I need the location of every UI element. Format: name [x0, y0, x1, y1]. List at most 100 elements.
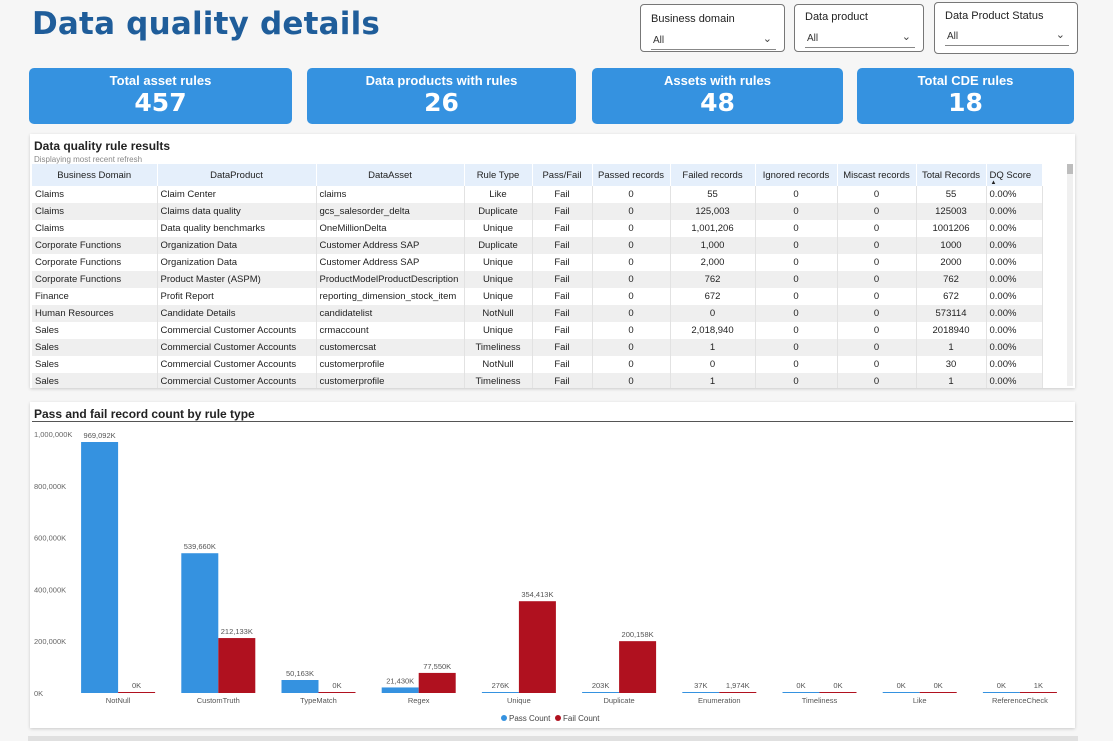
kpi-value: 48 — [700, 88, 735, 117]
slicer-label: Data product — [805, 11, 868, 23]
pass-count-bar — [281, 680, 319, 693]
column-header[interactable]: Total Records — [916, 164, 987, 186]
rule-results-table-panel: Data quality rule results Displaying mos… — [30, 134, 1075, 388]
table-cell: Fail — [532, 271, 593, 288]
table-row[interactable]: Sales Commercial Customer Accounts custome… — [32, 356, 1043, 373]
table-row[interactable]: Finance Profit Report reporting_dimension_… — [32, 288, 1043, 305]
table-row[interactable]: Claims Data quality benchmarks OneMillionD… — [32, 220, 1043, 237]
dropdown-value: All — [807, 33, 819, 44]
table-cell: 672 — [670, 288, 756, 305]
sort-ascending-icon: ▲ — [990, 180, 997, 186]
table-scroll-area[interactable]: Business Domain DataProduct DataAsset Rule … — [32, 164, 1068, 388]
table-cell: Claims data quality — [157, 203, 317, 220]
table-cell: Unique — [464, 271, 533, 288]
table-row[interactable]: Sales Commercial Customer Accounts crmacco… — [32, 322, 1043, 339]
table-cell: Timeliness — [464, 339, 533, 356]
table-cell: 0 — [837, 203, 917, 220]
table-cell: 0.00% — [986, 339, 1043, 356]
table-cell: Fail — [532, 339, 593, 356]
chevron-down-icon: ⌄ — [1055, 29, 1065, 41]
fail-count-legend-marker — [555, 715, 561, 721]
table-cell: 0.00% — [986, 356, 1043, 373]
column-header[interactable]: Business Domain — [32, 164, 158, 186]
table-cell: 0 — [755, 237, 838, 254]
table-cell: Profit Report — [157, 288, 317, 305]
x-tick-label: Like — [913, 696, 927, 705]
table-cell: 30 — [916, 356, 987, 373]
table-cell: Claims — [32, 203, 158, 220]
data-label: 50,163K — [286, 669, 314, 678]
table-cell: Human Resources — [32, 305, 158, 322]
data-label: 212,133K — [221, 627, 253, 636]
data-product-dropdown[interactable]: All ⌄ — [805, 28, 915, 48]
table-cell: customerprofile — [316, 373, 465, 388]
dropdown-value: All — [653, 35, 665, 46]
table-row[interactable]: Human Resources Candidate Details candidat… — [32, 305, 1043, 322]
table-cell: Corporate Functions — [32, 237, 158, 254]
table-cell: 0 — [592, 254, 671, 271]
fail-count-bar — [719, 692, 757, 693]
fail-count-bar — [819, 692, 857, 693]
kpi-total-cde-rules: Total CDE rules 18 — [857, 68, 1074, 124]
column-header[interactable]: Passed records — [592, 164, 671, 186]
kpi-value: 457 — [134, 88, 187, 117]
table-cell: Claim Center — [157, 186, 317, 203]
table-cell: 0 — [670, 305, 756, 322]
kpi-assets-with-rules: Assets with rules 48 — [592, 68, 843, 124]
table-cell: Unique — [464, 254, 533, 271]
data-label: 0K — [997, 681, 1006, 690]
scrollbar-thumb[interactable] — [1067, 164, 1073, 174]
table-cell: Fail — [532, 305, 593, 322]
table-row[interactable]: Claims Claim Center claims Like Fail 0 55 0 0 55 0… — [32, 186, 1043, 203]
column-header[interactable]: Miscast records — [837, 164, 917, 186]
column-header[interactable]: Ignored records — [755, 164, 838, 186]
column-header[interactable]: Pass/Fail — [532, 164, 593, 186]
column-header[interactable]: DataAsset — [316, 164, 465, 186]
title-divider — [32, 421, 1073, 422]
y-tick-label: 800,000K — [34, 482, 66, 491]
column-header[interactable]: Failed records — [670, 164, 756, 186]
business-domain-dropdown[interactable]: All ⌄ — [651, 30, 776, 50]
table-row[interactable]: Corporate Functions Product Master (ASPM)… — [32, 271, 1043, 288]
table-row[interactable]: Sales Commercial Customer Accounts custome… — [32, 339, 1043, 356]
column-header[interactable]: DQ Score ▲ — [986, 164, 1043, 186]
data-product-status-slicer: Data Product Status All ⌄ — [934, 2, 1078, 54]
kpi-label: Assets with rules — [664, 73, 771, 88]
page-scrollbar[interactable] — [28, 736, 1078, 741]
table-cell: Data quality benchmarks — [157, 220, 317, 237]
fail-count-bar — [619, 641, 657, 693]
chart-title: Pass and fail record count by rule type — [34, 407, 255, 421]
fail-count-bar — [118, 692, 156, 693]
table-cell: Sales — [32, 356, 158, 373]
table-cell: 0 — [755, 356, 838, 373]
data-label: 354,413K — [521, 590, 553, 599]
column-header[interactable]: Rule Type — [464, 164, 533, 186]
table-cell: Claims — [32, 186, 158, 203]
table-cell: 0.00% — [986, 254, 1043, 271]
table-cell: 0 — [755, 322, 838, 339]
table-cell: 1 — [916, 339, 987, 356]
kpi-data-products-with-rules: Data products with rules 26 — [307, 68, 576, 124]
business-domain-slicer: Business domain All ⌄ — [640, 4, 785, 52]
table-cell: 1,001,206 — [670, 220, 756, 237]
pass-count-bar — [81, 442, 119, 693]
column-header[interactable]: DataProduct — [157, 164, 317, 186]
x-tick-label: Timeliness — [802, 696, 838, 705]
table-row[interactable]: Sales Commercial Customer Accounts custome… — [32, 373, 1043, 388]
x-tick-label: Duplicate — [603, 696, 634, 705]
page-title: Data quality details — [32, 6, 381, 42]
table-row[interactable]: Corporate Functions Organization Data Cust… — [32, 237, 1043, 254]
table-cell: 0.00% — [986, 237, 1043, 254]
vertical-scrollbar[interactable] — [1067, 164, 1073, 386]
table-cell: Fail — [532, 220, 593, 237]
x-tick-label: TypeMatch — [300, 696, 337, 705]
data-product-status-dropdown[interactable]: All ⌄ — [945, 26, 1069, 46]
table-row[interactable]: Corporate Functions Organization Data Cust… — [32, 254, 1043, 271]
table-cell: Fail — [532, 356, 593, 373]
table-cell: Commercial Customer Accounts — [157, 356, 317, 373]
table-cell: gcs_salesorder_delta — [316, 203, 465, 220]
table-cell: 0 — [592, 322, 671, 339]
pass-count-bar — [782, 692, 820, 693]
table-cell: 0 — [837, 237, 917, 254]
table-row[interactable]: Claims Claims data quality gcs_salesorder_… — [32, 203, 1043, 220]
